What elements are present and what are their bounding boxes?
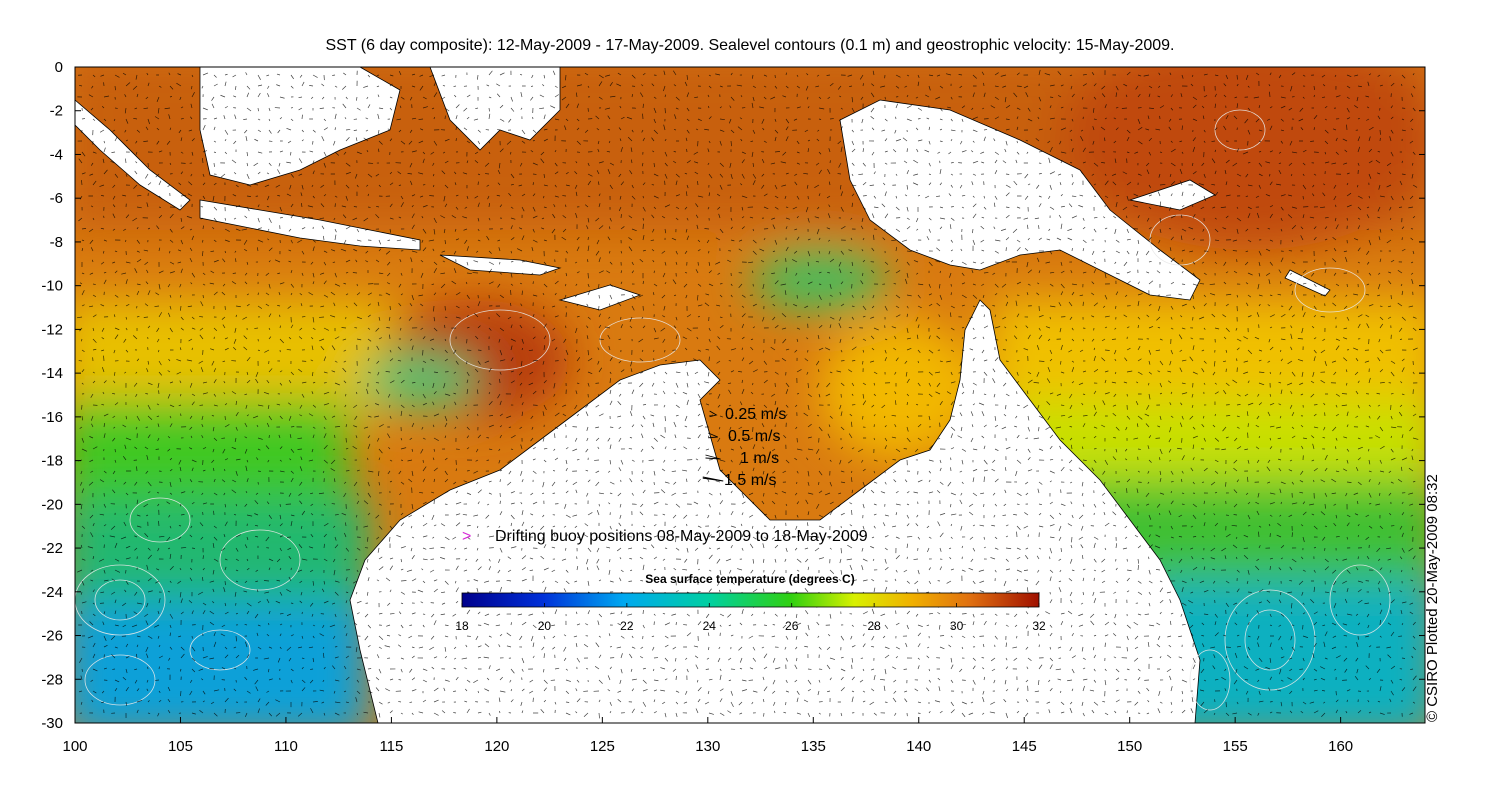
- colorbar-tick-label: 28: [867, 619, 881, 633]
- x-tick-label: 105: [168, 738, 193, 755]
- x-tick-label: 145: [1012, 738, 1037, 755]
- plot-frame: [74, 66, 1426, 724]
- velocity-legend: 0.25 m/s 0.5 m/s 1 m/s 1.5 m/s: [702, 406, 786, 489]
- x-tick-label: 120: [484, 738, 509, 755]
- x-tick-label: 135: [801, 738, 826, 755]
- y-axis: 0 -2 -4 -6 -8 -10 -12 -14 -16 -18 -20 -22 -24 -26 -28 -…: [41, 59, 1425, 732]
- timor-landmass: [558, 284, 642, 311]
- land: [75, 67, 1331, 723]
- sumatra-landmass: [75, 99, 191, 211]
- x-axis: 100 105 110 115 120 125 130 135 140 145 150 155 160: [62, 717, 1353, 755]
- y-tick-label: -18: [41, 453, 63, 470]
- velocity-legend-label: 1.5 m/s: [724, 472, 776, 489]
- buoy-legend: > Drifting buoy positions 08-May-2009 to…: [462, 528, 868, 545]
- new-guinea-landmass: [839, 99, 1201, 301]
- colorbar-tick-label: 24: [703, 619, 717, 633]
- colorbar-tick-label: 32: [1032, 619, 1046, 633]
- new-caledonia-landmass: [1284, 269, 1331, 297]
- map-title: SST (6 day composite): 12-May-2009 - 17-…: [325, 37, 1175, 54]
- y-tick-label: -22: [41, 540, 63, 557]
- x-tick-label: 140: [906, 738, 931, 755]
- x-tick-label: 110: [274, 738, 298, 755]
- colorbar-title: Sea surface temperature (degrees C): [645, 572, 854, 586]
- credit-text: © CSIRO Plotted 20-May-2009 08:32: [1424, 474, 1441, 722]
- y-tick-label: -6: [50, 190, 63, 207]
- velocity-legend-arrow: [709, 410, 718, 418]
- x-tick-label: 150: [1117, 738, 1142, 755]
- y-tick-label: -20: [41, 496, 63, 513]
- x-tick-label: 115: [379, 738, 403, 755]
- colorbar-gradient: [461, 592, 1040, 608]
- borneo-landmass: [199, 67, 401, 186]
- velocity-legend-arrow: [702, 476, 724, 482]
- x-tick-label: 130: [695, 738, 720, 755]
- y-tick-label: -26: [41, 628, 63, 645]
- y-tick-label: -16: [41, 409, 63, 426]
- y-tick-label: -4: [50, 146, 63, 163]
- velocity-legend-label: 0.5 m/s: [728, 428, 780, 445]
- colorbar-tick-label: 26: [785, 619, 799, 633]
- x-tick-label: 155: [1223, 738, 1248, 755]
- y-tick-label: -30: [41, 715, 63, 732]
- colorbar-tick-label: 30: [950, 619, 964, 633]
- y-tick-label: -2: [50, 103, 63, 120]
- colorbar-tick-label: 20: [538, 619, 552, 633]
- y-tick-label: -8: [50, 234, 63, 251]
- colorbar-tick-label: 18: [455, 619, 469, 633]
- sulawesi-landmass: [429, 67, 561, 151]
- velocity-legend-label: 0.25 m/s: [725, 406, 786, 423]
- velocity-legend-arrow: [708, 432, 718, 439]
- x-tick-label: 100: [62, 738, 87, 755]
- flores-landmass: [439, 254, 562, 276]
- java-landmass: [199, 199, 421, 251]
- x-tick-label: 125: [590, 738, 615, 755]
- y-tick-label: -10: [41, 278, 63, 295]
- y-tick-label: -14: [41, 365, 63, 382]
- y-tick-label: -28: [41, 671, 63, 688]
- velocity-arrows: [76, 69, 1419, 719]
- buoy-legend-label: Drifting buoy positions 08-May-2009 to 1…: [495, 528, 868, 545]
- colorbar-tick-label: 22: [620, 619, 634, 633]
- sealevel-contours: [75, 109, 1391, 711]
- colorbar-ticks: 18 20 22 24 26 28 30 32: [455, 603, 1046, 633]
- y-tick-label: 0: [55, 59, 63, 76]
- new-britain-landmass: [1128, 179, 1216, 211]
- australia-landmass: [349, 299, 1201, 723]
- velocity-legend-label: 1 m/s: [740, 450, 779, 467]
- y-tick-label: -12: [41, 321, 63, 338]
- x-tick-label: 160: [1328, 738, 1353, 755]
- colorbar: Sea surface temperature (degrees C) 18 20…: [455, 572, 1046, 633]
- velocity-legend-arrow: [705, 454, 721, 460]
- buoy-marker: >: [462, 528, 471, 545]
- y-tick-label: -24: [41, 584, 63, 601]
